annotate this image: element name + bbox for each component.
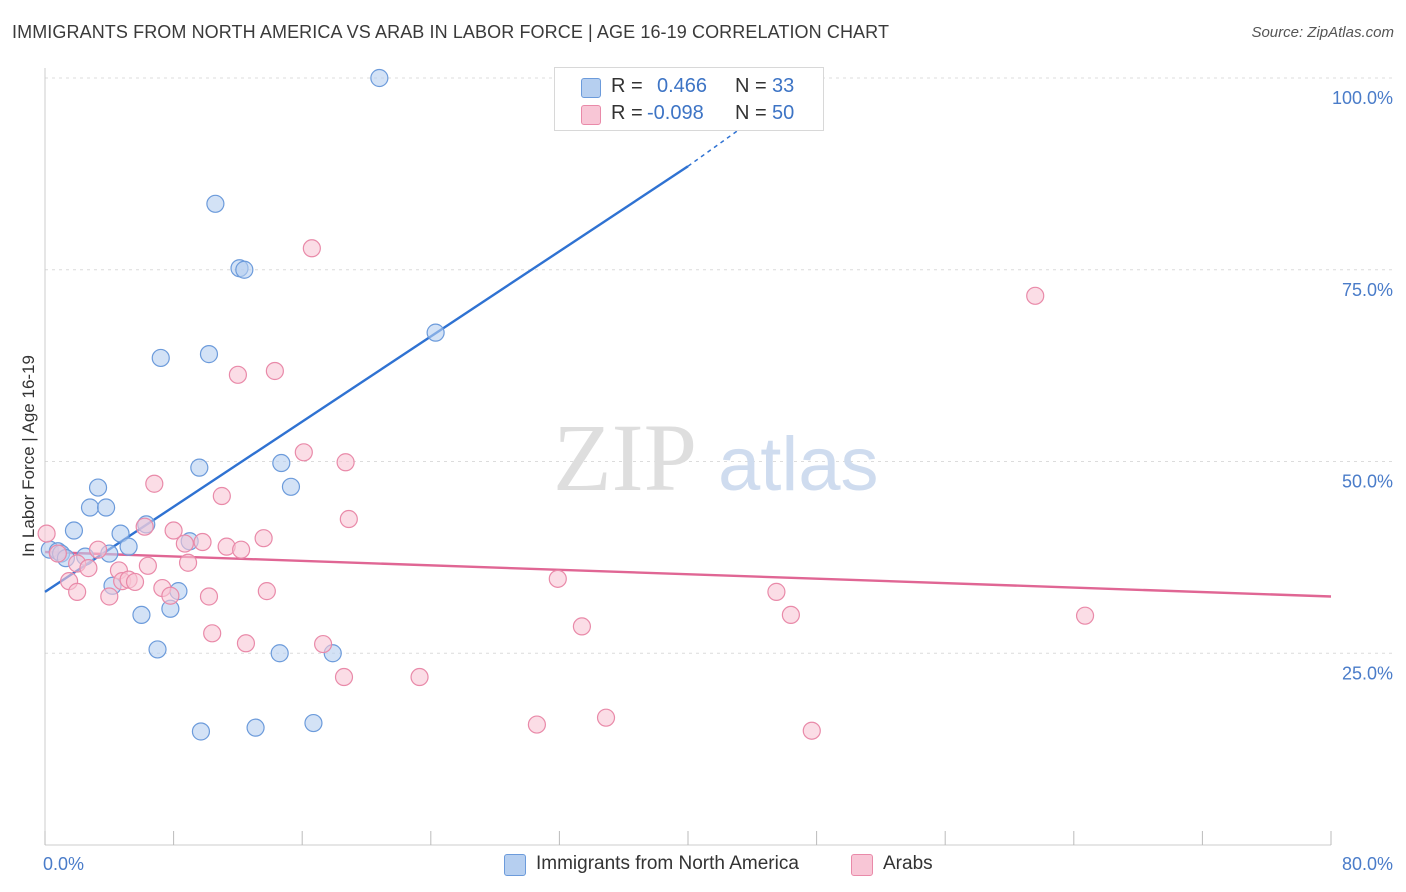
point-arabs [548,569,567,588]
point-arabs [767,582,786,601]
legend-n-value: 50 [772,102,795,124]
point-north-america [191,722,211,741]
point-arabs [1026,286,1045,305]
point-arabs [212,486,231,506]
series-swatch-north-america [504,854,526,876]
point-arabs [203,624,222,643]
chart-title: IMMIGRANTS FROM NORTH AMERICA VS ARAB IN… [12,22,890,42]
point-north-america [272,453,291,473]
point-north-america [426,323,445,342]
point-north-america [281,477,301,496]
x-tick-label: 0.0% [43,854,84,874]
point-north-america [270,644,289,663]
point-north-america [206,194,225,213]
point-north-america [80,498,100,517]
point-arabs [199,587,219,606]
legend-swatch-blue [581,78,601,98]
point-arabs [1075,606,1095,625]
series-label-arabs: Arabs [883,853,933,874]
point-north-america [119,537,138,556]
point-arabs [161,586,180,605]
point-arabs [164,521,183,540]
point-arabs [138,556,157,575]
legend-n-label: N = [735,75,767,97]
data-points [37,68,1095,741]
point-arabs [802,721,821,740]
point-north-america [88,478,108,497]
point-arabs [232,540,251,559]
series-label-north-america: Immigrants from North America [536,853,799,874]
point-arabs [125,572,145,592]
point-arabs [228,365,247,384]
series-swatch-arabs [851,854,873,876]
point-arabs [254,529,273,548]
legend-n-label: N = [735,102,767,124]
point-north-america [111,524,130,543]
axes [44,68,1332,846]
y-axis-title: In Labor Force | Age 16-19 [19,355,38,557]
trend-line-arabs [44,550,1332,598]
y-tick-label: 75.0% [1342,280,1393,300]
point-arabs [410,667,429,687]
point-arabs [68,582,87,601]
point-arabs [572,617,592,636]
point-arabs [48,544,67,563]
point-arabs [294,443,313,462]
point-north-america [246,718,265,737]
chart-source: Source: ZipAtlas.com [1251,24,1394,41]
watermark-zip: ZIP [553,404,697,511]
point-arabs [79,559,98,578]
correlation-legend: R = 0.466 N = 33 R = -0.098 N = 50 [554,67,824,131]
point-arabs [302,239,321,258]
point-arabs [37,524,56,543]
point-arabs [781,605,800,625]
point-north-america [370,68,389,88]
x-tick-label: 80.0% [1342,854,1393,874]
point-north-america [199,345,219,364]
point-arabs [313,634,333,654]
legend-r-label: R = [611,75,643,97]
point-arabs [265,361,284,381]
point-north-america [64,521,84,540]
point-arabs [257,582,276,601]
tick-labels: 25.0% 50.0% 75.0% 100.0% 0.0% 80.0% [43,88,1393,874]
legend-row-north-america: R = 0.466 N = 33 [555,74,823,100]
point-arabs [596,708,616,727]
point-arabs [135,517,154,536]
legend-n-value: 33 [772,75,795,97]
point-north-america [190,458,209,477]
point-north-america [148,640,167,659]
point-arabs [178,553,198,572]
grid-lines [45,77,1393,654]
point-arabs [336,453,355,472]
point-north-america [96,498,116,517]
point-arabs [193,532,212,552]
point-arabs [100,587,119,606]
point-north-america [151,348,170,368]
watermark: ZIP atlas [553,404,879,511]
legend-r-value: 0.466 [657,75,708,97]
legend-row-arabs: R = -0.098 N = 50 [555,101,823,127]
trend-lines [44,108,1332,598]
watermark-atlas: atlas [718,422,879,507]
point-arabs [236,634,256,653]
legend-swatch-pink [581,105,601,125]
point-arabs [88,540,108,559]
y-tick-label: 100.0% [1332,88,1393,108]
point-arabs [334,667,354,687]
point-arabs [145,474,164,493]
point-north-america [132,605,151,625]
legend-r-label: R = [611,102,643,124]
series-legend: Immigrants from North America Arabs [0,852,1406,878]
y-tick-label: 25.0% [1342,663,1393,683]
point-north-america [304,713,323,733]
point-arabs [339,509,358,529]
point-north-america [235,260,254,279]
point-arabs [175,534,194,553]
y-tick-label: 50.0% [1342,472,1393,492]
point-arabs [527,715,546,734]
legend-r-value: -0.098 [647,102,704,124]
